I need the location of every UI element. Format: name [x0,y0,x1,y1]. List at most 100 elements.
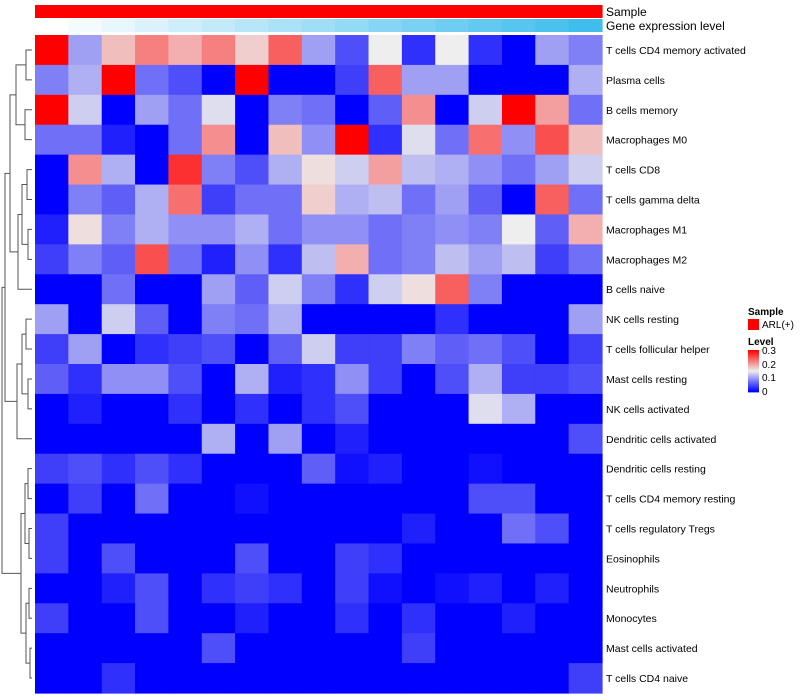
heatmap-cell [435,573,470,604]
heatmap-cell [68,573,103,604]
dendrogram-branch [26,169,32,200]
colorbar-segment [748,354,759,356]
heatmap-cell [201,513,236,545]
heatmap-cell [168,364,203,395]
colorbar-segment [748,385,759,387]
heatmap-cell [201,214,236,245]
heatmap-cell [435,603,470,634]
heatmap-cell [435,633,470,664]
heatmap-cell [468,364,503,395]
heatmap-cell [135,513,170,545]
heatmap-cell [468,423,503,455]
heatmap-cell [501,483,536,515]
dendrogram-branch [29,647,32,679]
heatmap-cell [101,214,136,245]
heatmap-cell [68,124,103,156]
heatmap-cell [135,603,170,634]
heatmap-cell [501,603,536,634]
heatmap-cell [135,94,170,126]
heatmap-cell [268,513,303,545]
heatmap-cell [235,543,270,574]
heatmap-cell [68,184,103,216]
heatmap-cell [301,244,336,275]
colorbar-segment [748,370,759,372]
heatmap-cell [468,483,503,515]
annotation-cell [68,19,103,32]
legend-sample-label: ARL(+) [762,320,794,331]
heatmap-cell [335,453,370,485]
heatmap-cell [301,214,336,245]
heatmap-cell [101,663,136,694]
colorbar-segment [748,386,759,388]
heatmap-cell [235,94,270,126]
heatmap-cell [368,214,403,245]
heatmap-cell [168,543,203,574]
heatmap-cell [135,274,170,305]
heatmap-cell [535,64,570,96]
annotation-cell [35,19,69,32]
heatmap-cell [301,304,336,335]
heatmap-cell [168,184,203,216]
heatmap-cell [201,423,236,455]
heatmap-cell [268,94,303,126]
heatmap-cell [368,244,403,275]
colorbar-segment [748,352,759,354]
heatmap-cell [101,304,136,335]
colorbar-segment [748,391,759,393]
heatmap-cell [168,304,203,335]
heatmap-cell [401,244,436,275]
heatmap-cell [35,423,69,455]
heatmap-cell [401,453,436,485]
heatmap-cell [35,633,69,664]
colorbar-segment [748,357,759,359]
heatmap-cell [168,513,203,545]
colorbar-segment [748,361,759,363]
heatmap-cell [368,543,403,574]
heatmap-cell [401,483,436,515]
heatmap-cell [35,184,69,216]
row-label: Monocytes [606,613,657,625]
heatmap-cell [368,154,403,186]
heatmap-cell [368,633,403,664]
colorbar-segment [748,362,759,364]
heatmap-cell [468,334,503,365]
colorbar-segment [748,388,759,390]
heatmap-cell [201,64,236,96]
colorbar-segment [748,364,759,366]
heatmap-cell [301,94,336,126]
colorbar-segment [748,390,759,392]
heatmap-cell [501,633,536,664]
heatmap-cell [568,364,603,395]
dendrogram-branch [16,363,32,440]
heatmap-cell [101,364,136,395]
heatmap-cell [435,543,470,574]
dendrogram-branch [25,318,32,350]
colorbar-segment [748,350,759,352]
colorbar-segment [748,353,759,355]
heatmap-cell [468,633,503,664]
heatmap-cell [168,633,203,664]
heatmap-cell [235,663,270,694]
heatmap-cell [401,154,436,186]
heatmap-cell [268,304,303,335]
row-label: Macrophages M2 [606,254,687,266]
heatmap-cell [368,453,403,485]
heatmap-cell [535,94,570,126]
heatmap-cell [135,35,170,66]
heatmap-cell [101,64,136,96]
heatmap-cell [535,453,570,485]
heatmap-cell [568,184,603,216]
heatmap-cell [501,244,536,275]
heatmap-cell [101,453,136,485]
heatmap-cell [501,124,536,156]
heatmap-cell [35,154,69,186]
heatmap-cell [101,274,136,305]
annotation-cell [35,5,69,18]
colorbar-segment [748,383,759,385]
heatmap-cell [335,304,370,335]
colorbar-segment [748,374,759,376]
heatmap-cell [535,244,570,275]
heatmap-cell [135,124,170,156]
heatmap-cell [268,184,303,216]
heatmap-cell [468,214,503,245]
